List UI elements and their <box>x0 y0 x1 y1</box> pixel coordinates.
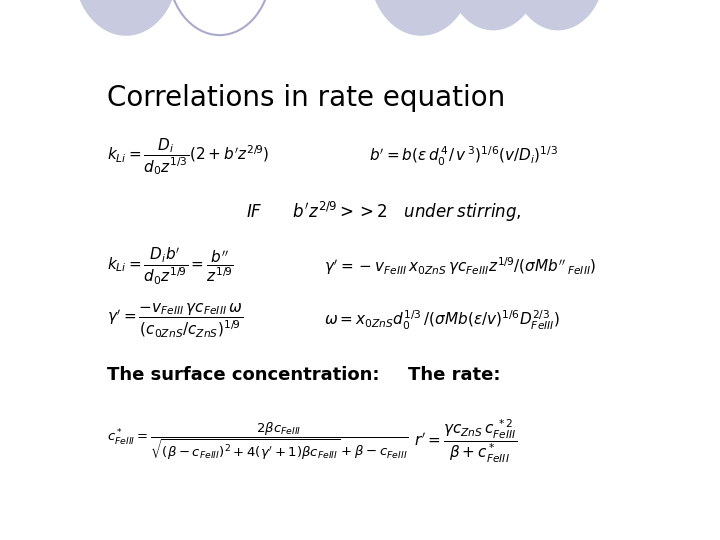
Text: $c_{FeIII}^* = \dfrac{2\beta c_{FeIII}}{\sqrt{(\beta - c_{FeIII})^2 + 4(\gamma'+: $c_{FeIII}^* = \dfrac{2\beta c_{FeIII}}{… <box>107 421 408 462</box>
Text: $\gamma'=-v_{FeIII}\,x_{0ZnS}\,\gamma c_{FeIII}z^{1/9}/(\sigma Mb''\,_{FeIII})$: $\gamma'=-v_{FeIII}\,x_{0ZnS}\,\gamma c_… <box>324 255 597 278</box>
Text: $k_{Li} = \dfrac{D_i}{d_0 z^{1/3}} \left(2 + b'z^{2/9}\right)$: $k_{Li} = \dfrac{D_i}{d_0 z^{1/3}} \left… <box>107 136 269 177</box>
Text: $\mathit{IF} \qquad b'z^{2/9} >> 2 \quad under\; stirring,$: $\mathit{IF} \qquad b'z^{2/9} >> 2 \quad… <box>246 200 522 225</box>
Text: The surface concentration:: The surface concentration: <box>107 366 379 383</box>
Text: $\omega = x_{0ZnS}d_0^{1/3}\,/(\sigma Mb(\varepsilon/v)^{1/6}D_{FeIII}^{2/3})$: $\omega = x_{0ZnS}d_0^{1/3}\,/(\sigma Mb… <box>324 309 560 332</box>
Text: $k_{Li} = \dfrac{D_i b'}{d_0 z^{1/9}} = \dfrac{b''}{z^{1/9}}$: $k_{Li} = \dfrac{D_i b'}{d_0 z^{1/9}} = … <box>107 246 234 287</box>
Text: $b'=b(\varepsilon\, d_0^{\,4}/\, v\,^3)^{1/6}(v/D_i)^{1/3}$: $b'=b(\varepsilon\, d_0^{\,4}/\, v\,^3)^… <box>369 145 558 168</box>
Text: $r' = \dfrac{\gamma c_{ZnS}\, c_{FeIII}^{\;*2}}{\beta + c_{FeIII}^*}$: $r' = \dfrac{\gamma c_{ZnS}\, c_{FeIII}^… <box>413 417 517 465</box>
Text: Correlations in rate equation: Correlations in rate equation <box>107 84 505 112</box>
Text: The rate:: The rate: <box>408 366 500 383</box>
Text: $\gamma' = \dfrac{-v_{FeIII}\,\gamma c_{FeIII}\,\omega}{(c_{0ZnS}/c_{ZnS})^{1/9}: $\gamma' = \dfrac{-v_{FeIII}\,\gamma c_{… <box>107 301 243 340</box>
